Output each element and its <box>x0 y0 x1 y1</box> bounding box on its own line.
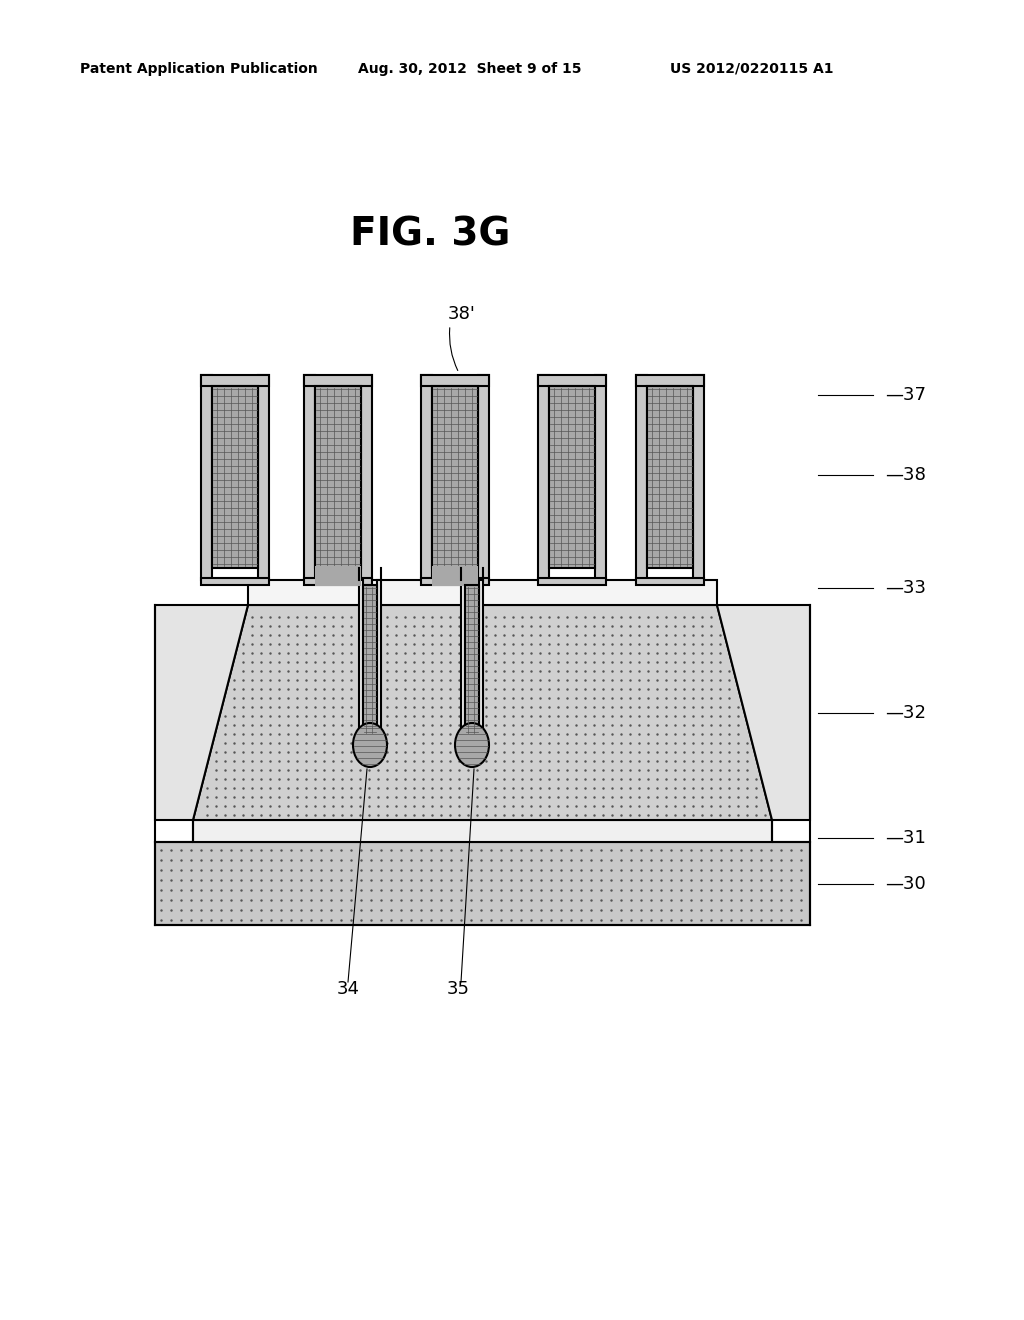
Bar <box>421 578 489 585</box>
Text: 34: 34 <box>337 979 359 998</box>
Bar <box>636 578 705 585</box>
Bar <box>595 375 606 579</box>
Polygon shape <box>717 605 810 820</box>
Text: 35: 35 <box>446 979 469 998</box>
Bar <box>304 375 315 579</box>
Ellipse shape <box>455 723 489 767</box>
Text: Patent Application Publication: Patent Application Publication <box>80 62 317 77</box>
Bar <box>362 585 377 735</box>
Bar <box>212 385 258 568</box>
Text: Aug. 30, 2012  Sheet 9 of 15: Aug. 30, 2012 Sheet 9 of 15 <box>358 62 582 77</box>
Bar <box>359 579 362 741</box>
Bar <box>421 375 432 579</box>
Bar <box>479 579 483 741</box>
Bar <box>538 375 606 385</box>
Bar <box>538 375 549 579</box>
Bar <box>315 385 361 568</box>
Bar <box>201 578 269 585</box>
Bar <box>361 375 372 579</box>
Bar <box>377 579 381 741</box>
Bar <box>201 375 212 579</box>
Text: —30: —30 <box>885 875 926 894</box>
FancyArrowPatch shape <box>450 327 458 371</box>
Bar <box>636 375 705 385</box>
Bar <box>636 375 647 579</box>
Text: —37: —37 <box>885 385 926 404</box>
Bar <box>304 578 372 585</box>
Bar <box>421 375 489 385</box>
Text: —31: —31 <box>885 829 926 847</box>
Bar <box>432 385 478 568</box>
Bar <box>258 375 269 579</box>
Text: —38: —38 <box>885 466 926 484</box>
Bar <box>155 842 810 925</box>
Bar <box>315 566 361 586</box>
Text: US 2012/0220115 A1: US 2012/0220115 A1 <box>670 62 834 77</box>
Bar <box>647 385 693 568</box>
Text: —32: —32 <box>885 704 926 722</box>
Bar <box>432 566 478 586</box>
Bar <box>693 375 705 579</box>
Bar <box>461 579 465 741</box>
Text: FIG. 3G: FIG. 3G <box>350 215 510 253</box>
Text: 38': 38' <box>449 305 476 323</box>
Bar <box>248 579 717 605</box>
Polygon shape <box>193 605 772 820</box>
Bar <box>478 375 489 579</box>
Polygon shape <box>155 605 248 820</box>
Text: —33: —33 <box>885 579 926 597</box>
Ellipse shape <box>353 723 387 767</box>
Bar <box>465 585 479 735</box>
Bar <box>538 578 606 585</box>
Bar <box>304 375 372 385</box>
Bar <box>201 375 269 385</box>
Bar <box>549 385 595 568</box>
Bar <box>193 820 772 842</box>
